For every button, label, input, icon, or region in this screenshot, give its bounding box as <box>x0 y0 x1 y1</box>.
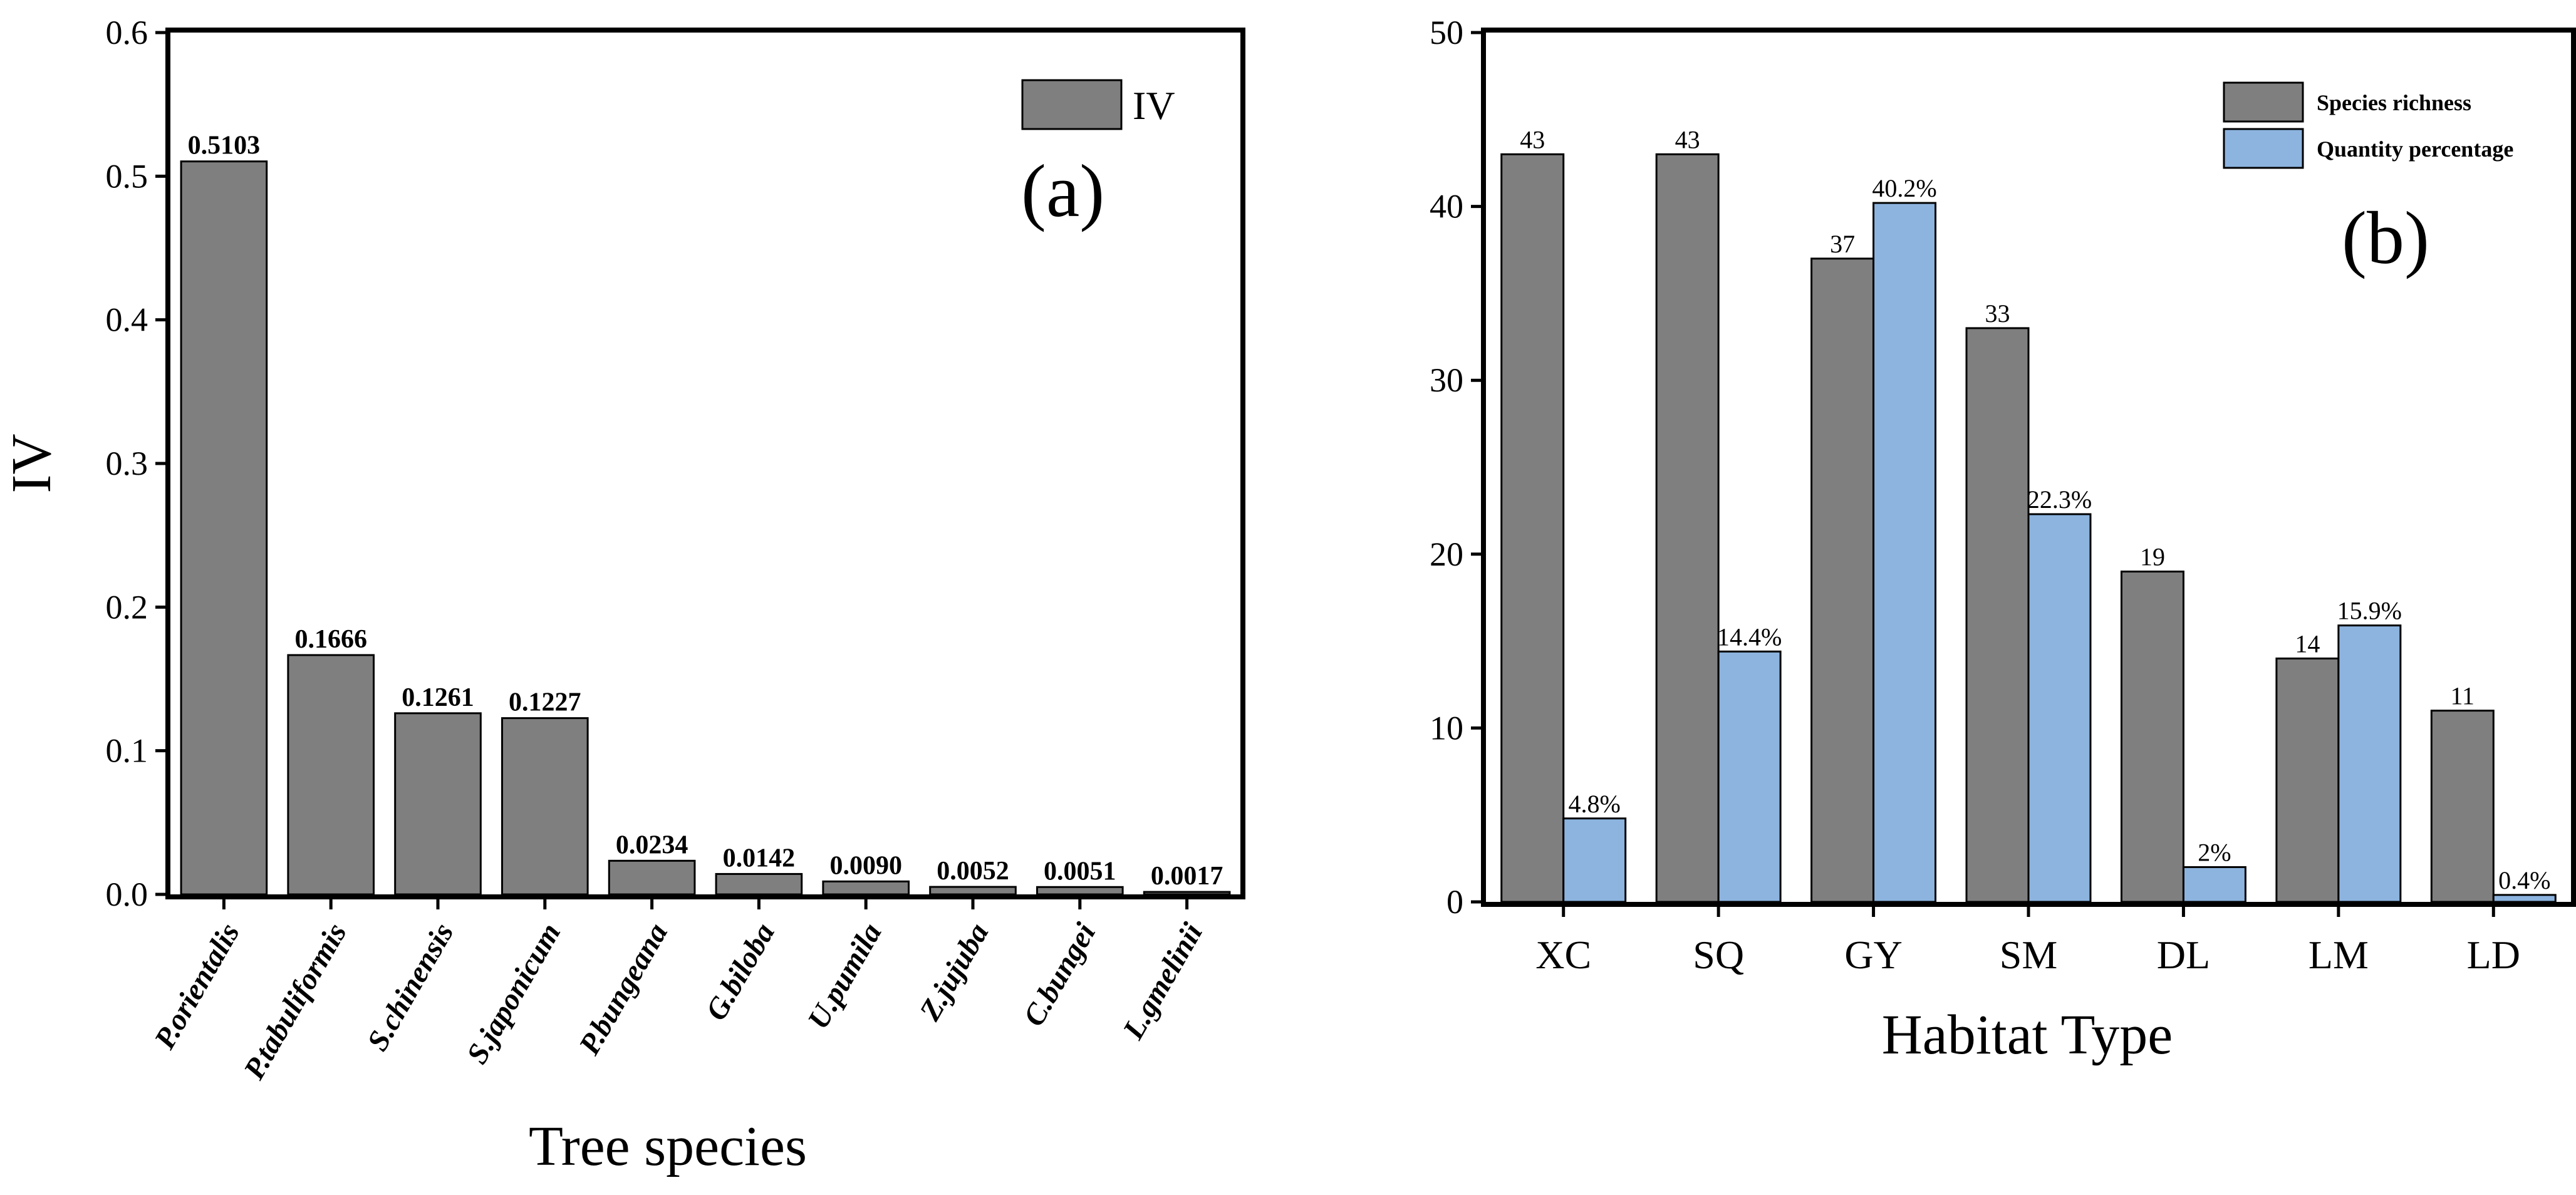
chart-a-bar <box>180 160 268 896</box>
chart-b-bar-richness <box>2430 710 2495 903</box>
chart-a-legend: IV <box>1021 79 1175 130</box>
chart-b-bar-richness <box>1655 153 1720 903</box>
chart-a-category-label: P.tabuliformis <box>237 918 353 1085</box>
chart-b-data-label-quantity: 14.4% <box>1717 623 1782 651</box>
chart-a-bar <box>1143 891 1231 896</box>
chart-b-panel-label: (b) <box>2342 196 2429 279</box>
chart-b-data-label-quantity: 0.4% <box>2498 866 2550 894</box>
chart-b-bar-quantity <box>2182 866 2246 903</box>
chart-b-data-label-richness: 19 <box>2140 543 2165 571</box>
chart-a-data-label: 0.0142 <box>723 844 796 872</box>
chart-a-category-label: S.japonicum <box>460 918 568 1069</box>
chart-b-data-label-richness: 33 <box>1985 299 2010 328</box>
chart-b-legend-swatch-richness <box>2223 81 2304 123</box>
chart-a-legend-swatch <box>1021 79 1123 130</box>
chart-b-data-label-quantity: 2% <box>2198 838 2231 866</box>
chart-b-category-label: SQ <box>1693 933 1744 977</box>
chart-b-ytick-label: 50 <box>1430 14 1463 51</box>
chart-b-category-label: SM <box>2000 933 2058 977</box>
chart-a-bar <box>501 717 589 896</box>
chart-b-category-label: XC <box>1535 933 1591 977</box>
chart-a-data-label: 0.1261 <box>402 683 474 712</box>
chart-b-ytick-label: 10 <box>1430 709 1463 747</box>
chart-a-bar <box>929 886 1017 896</box>
chart-a-data-label: 0.0052 <box>937 857 1009 886</box>
chart-a-category-label: P.bungeana <box>572 918 674 1061</box>
chart-a-bar <box>822 880 910 896</box>
chart-a-ytick-label: 0.5 <box>106 157 148 195</box>
chart-a-bar <box>394 712 482 896</box>
chart-b-bar-quantity <box>1717 650 1782 903</box>
chart-b-bar-richness <box>1500 153 1565 903</box>
chart-a-bar <box>715 872 803 896</box>
chart-a-ytick-label: 0.3 <box>106 445 148 482</box>
chart-a-category-label: S.chinensis <box>361 918 460 1057</box>
chart-b-data-label-richness: 11 <box>2451 682 2475 710</box>
chart-a-ylabel: IV <box>1 434 63 494</box>
chart-b-legend-label-richness: Species richness <box>2317 90 2471 115</box>
chart-a-category-label: G.biloba <box>699 918 781 1026</box>
chart-a-category-label: P.orientalis <box>148 918 246 1055</box>
chart-a-ytick-label: 0.2 <box>106 588 148 626</box>
chart-b: Habitat Type (b) Species richness Quanti… <box>1430 14 2576 1066</box>
chart-a-data-label: 0.5103 <box>188 132 261 160</box>
chart-a-xlabel: Tree species <box>529 1115 807 1177</box>
chart-b-bar-richness <box>1810 257 1875 903</box>
chart-b-bar-quantity <box>2027 513 2092 903</box>
chart-a-category-label: Z.jujuba <box>913 918 995 1027</box>
chart-a-panel-label: (a) <box>1021 149 1104 232</box>
chart-b-legend: Species richness Quantity percentage <box>2223 81 2513 169</box>
chart-b-bar-richness <box>2120 571 2184 903</box>
chart-a-category-label: C.bungei <box>1017 917 1102 1032</box>
chart-b-category-label: GY <box>1844 933 1902 977</box>
chart-a: IV Tree species (a) IV 0.0 0.1 0.2 0.3 0.4 0.… <box>1 14 1245 1177</box>
chart-a-data-label: 0.1227 <box>509 688 581 717</box>
chart-b-data-label-richness: 43 <box>1520 125 1545 153</box>
chart-b-bar-quantity <box>2492 894 2557 903</box>
chart-a-bar <box>1036 886 1124 896</box>
chart-b-ytick-label: 40 <box>1430 188 1463 225</box>
chart-b-ytick-label: 20 <box>1430 535 1463 573</box>
chart-a-category-label: L.gmelinii <box>1116 917 1210 1045</box>
chart-a-ytick-label: 0.4 <box>106 301 148 339</box>
chart-a-category-label: U.pumila <box>801 918 888 1035</box>
chart-b-data-label-richness: 43 <box>1675 125 1700 153</box>
chart-b-legend-label-quantity: Quantity percentage <box>2317 137 2513 162</box>
chart-b-ytick-label: 0 <box>1446 883 1463 921</box>
chart-b-xlabel: Habitat Type <box>1882 1004 2173 1066</box>
chart-a-data-label: 0.0051 <box>1044 857 1116 886</box>
chart-a-bar <box>287 654 375 896</box>
chart-b-data-label-richness: 37 <box>1830 230 1855 258</box>
chart-b-category-label: LM <box>2309 933 2369 977</box>
chart-b-data-label-quantity: 22.3% <box>2027 485 2092 514</box>
chart-b-bar-richness <box>1965 327 2030 903</box>
chart-b-data-label-richness: 14 <box>2295 629 2320 658</box>
chart-b-data-label-quantity: 4.8% <box>1569 790 1621 818</box>
chart-b-bar-quantity <box>1562 817 1627 903</box>
chart-b-category-label: LD <box>2467 933 2520 977</box>
chart-a-ytick-label: 0.0 <box>106 876 148 913</box>
chart-a-data-label: 0.0234 <box>616 830 688 859</box>
chart-b-legend-swatch-quantity <box>2223 128 2304 169</box>
chart-b-bar-richness <box>2275 657 2340 903</box>
chart-b-data-label-quantity: 15.9% <box>2337 597 2402 625</box>
chart-b-bar-quantity <box>2337 624 2402 903</box>
chart-a-data-label: 0.0017 <box>1151 862 1223 891</box>
chart-b-category-label: DL <box>2157 933 2210 977</box>
chart-a-legend-label: IV <box>1133 83 1175 128</box>
chart-a-ytick-label: 0.1 <box>106 732 148 770</box>
chart-b-bar-quantity <box>1872 202 1937 903</box>
chart-b-ytick-label: 30 <box>1430 361 1463 399</box>
chart-a-ytick-label: 0.6 <box>106 14 148 51</box>
chart-a-bar <box>608 859 696 896</box>
chart-b-data-label-quantity: 40.2% <box>1872 174 1936 202</box>
chart-a-data-label: 0.1666 <box>294 625 367 654</box>
chart-a-data-label: 0.0090 <box>829 851 902 880</box>
